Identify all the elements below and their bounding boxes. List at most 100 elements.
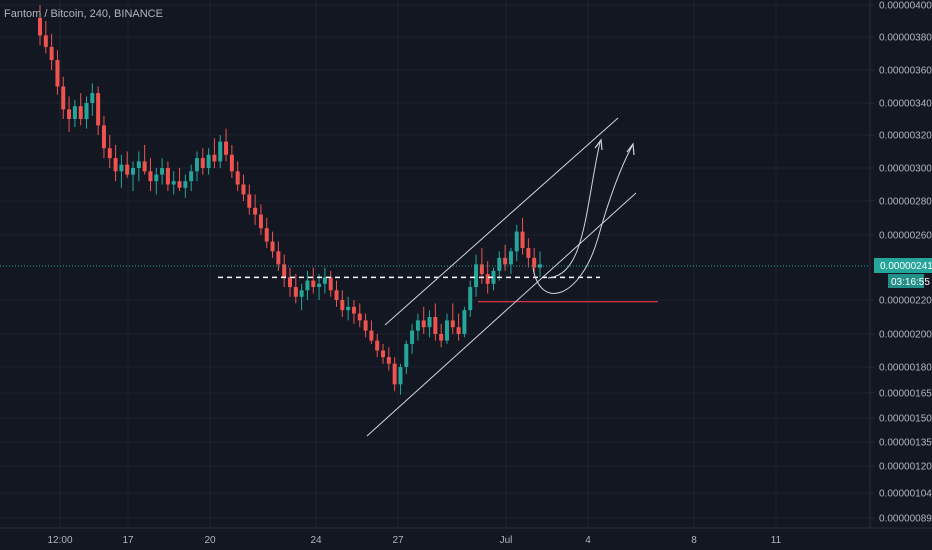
candle-body — [410, 330, 415, 344]
candle-body — [282, 264, 287, 278]
countdown-badge — [888, 274, 924, 288]
last-price-badge — [874, 258, 932, 273]
candle-body — [497, 257, 502, 271]
candle-body — [247, 194, 252, 208]
candle-body — [270, 241, 275, 252]
y-tick-label: 0.00000280 — [879, 197, 932, 208]
x-tick-label: 17 — [122, 535, 134, 546]
candle-body — [479, 264, 484, 275]
candle-body — [194, 158, 199, 172]
candle-body — [107, 148, 112, 159]
candle-body — [322, 277, 327, 284]
y-tick-label: 0.00000150 — [879, 414, 932, 425]
y-tick-label: 0.00000180 — [879, 363, 932, 374]
candle-body — [276, 251, 281, 265]
candle-body — [229, 154, 234, 172]
candle-body — [427, 317, 432, 328]
y-tick-label: 0.00000320 — [879, 131, 932, 142]
candle-body — [491, 270, 496, 284]
candle-body — [299, 290, 304, 297]
candle-body — [520, 231, 525, 249]
candle-body — [101, 125, 106, 149]
chart-title: Fantom / Bitcoin, 240, BINANCE — [4, 8, 163, 20]
y-tick-label: 0.00000089 — [879, 514, 932, 525]
candle-body — [439, 334, 444, 341]
candle-body — [154, 174, 159, 182]
y-tick-label: 0.00000380 — [879, 33, 932, 44]
candle-body — [136, 161, 141, 168]
candle-body — [392, 363, 397, 385]
candle-body — [49, 46, 54, 61]
y-tick-label: 0.00000400 — [879, 1, 932, 12]
candle-body — [503, 257, 508, 265]
candle-body — [328, 277, 333, 291]
candle-body — [317, 283, 322, 288]
candle-body — [61, 86, 66, 110]
candle-body — [206, 154, 211, 168]
x-tick-label: 24 — [310, 535, 322, 546]
candle-body — [369, 330, 374, 341]
candle-body — [532, 257, 537, 268]
candle-body — [357, 313, 362, 321]
candle-body — [96, 93, 101, 126]
candle-body — [125, 164, 130, 175]
candle-body — [212, 154, 217, 162]
candle-body — [148, 171, 153, 182]
candle-body — [171, 181, 176, 185]
x-tick-label: 4 — [585, 535, 591, 546]
last-price-label: 0.00000241 — [880, 261, 932, 272]
y-tick-label: 0.00000135 — [879, 438, 932, 449]
candle-body — [305, 280, 310, 291]
candle-body — [340, 300, 345, 311]
candle-body — [55, 60, 60, 87]
candle-body — [433, 317, 438, 334]
projection-arrow-2 — [532, 145, 633, 294]
candle-body — [456, 327, 461, 334]
candle-body — [84, 103, 89, 119]
y-tick-label: 0.00000300 — [879, 164, 932, 175]
candle-body — [386, 357, 391, 364]
x-tick-label: 12:00 — [47, 535, 72, 546]
candle-body — [288, 277, 292, 288]
candle-body — [421, 320, 426, 328]
x-tick-label: Jul — [500, 535, 513, 546]
candle-body — [218, 141, 223, 162]
candle-body — [363, 320, 368, 331]
candle-body — [43, 35, 48, 47]
price-axis: 0.00000400 0.00000380 0.00000360 0.00000340… — [870, 1, 932, 525]
y-tick-label: 0.00000340 — [879, 99, 932, 110]
candle-body — [183, 181, 188, 188]
candle-body — [444, 320, 449, 341]
projection-arrow-1-head — [594, 138, 603, 151]
candle-body — [90, 93, 95, 103]
candle-body — [375, 340, 380, 351]
candles — [38, 5, 542, 395]
candle-body — [462, 310, 467, 334]
drawing-layer-front — [0, 117, 870, 437]
candle-body — [311, 280, 316, 288]
time-axis-panel[interactable] — [0, 528, 932, 550]
time-axis: 12:00 17 20 24 27 Jul 4 8 11 — [47, 535, 781, 546]
candle-body — [235, 171, 240, 185]
candle-body — [381, 350, 386, 358]
x-tick-label: 8 — [691, 535, 697, 546]
candle-body — [334, 290, 339, 300]
candle-body — [404, 343, 409, 367]
candle-body — [142, 161, 147, 172]
y-tick-label: 0.00000165 — [879, 389, 932, 400]
countdown-label: 03:16:55 — [891, 277, 930, 288]
projection-arrow-1 — [547, 141, 601, 279]
y-tick-label: 0.00000200 — [879, 330, 932, 341]
channel-upper-line — [384, 117, 619, 326]
candle-body — [78, 106, 83, 119]
candle-body — [474, 264, 479, 288]
candle-body — [450, 320, 455, 328]
candle-body — [346, 306, 351, 311]
y-tick-label: 0.00000260 — [879, 231, 932, 242]
candle-body — [253, 207, 258, 215]
candle-body — [72, 106, 77, 119]
candle-body — [241, 184, 246, 195]
candle-body — [485, 274, 490, 284]
y-tick-label: 0.00000220 — [879, 296, 932, 307]
